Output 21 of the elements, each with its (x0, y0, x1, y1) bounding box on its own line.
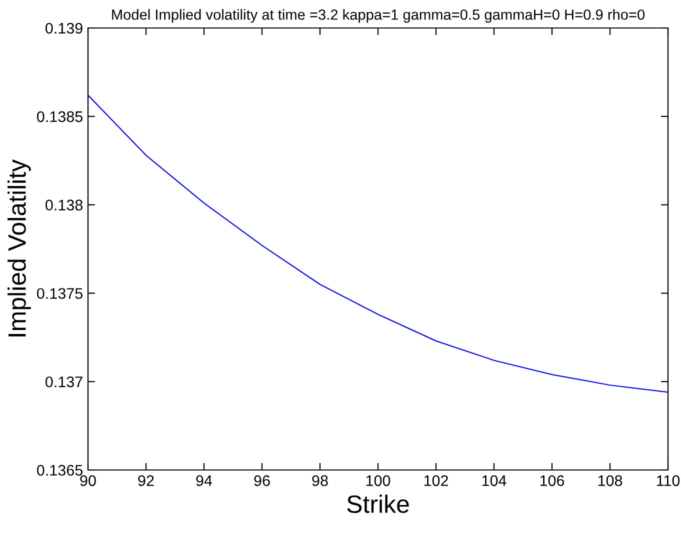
y-axis-title: Implied Volatility (8, 159, 31, 336)
y-tick-label: 0.137 (46, 376, 82, 388)
y-tick-label: 0.139 (46, 22, 82, 34)
x-tick-label: 94 (196, 475, 212, 486)
x-tick-label: 110 (656, 475, 680, 486)
x-tick-label: 108 (598, 475, 622, 486)
chart-title: Model Implied volatility at time =3.2 kappa=1 gamma=0.5 gammaH=0 H=0.9 rho=0 (112, 9, 645, 23)
y-tick-label: 0.1365 (37, 464, 83, 476)
y-tick-label: 0.1375 (37, 288, 83, 299)
x-tick-label: 98 (312, 475, 328, 486)
x-tick-label: 104 (482, 475, 506, 486)
y-tick-label: 0.1385 (37, 111, 83, 122)
x-tick-label: 102 (424, 475, 448, 486)
x-tick-label: 106 (540, 475, 564, 486)
line-series (88, 94, 668, 393)
x-axis-title: Strike (347, 494, 409, 514)
x-tick-label: 90 (80, 475, 96, 486)
x-tick-label: 92 (138, 475, 154, 486)
y-tick-label: 0.138 (46, 200, 82, 210)
x-tick-label: 96 (254, 475, 270, 486)
x-tick-label: 100 (366, 475, 390, 486)
